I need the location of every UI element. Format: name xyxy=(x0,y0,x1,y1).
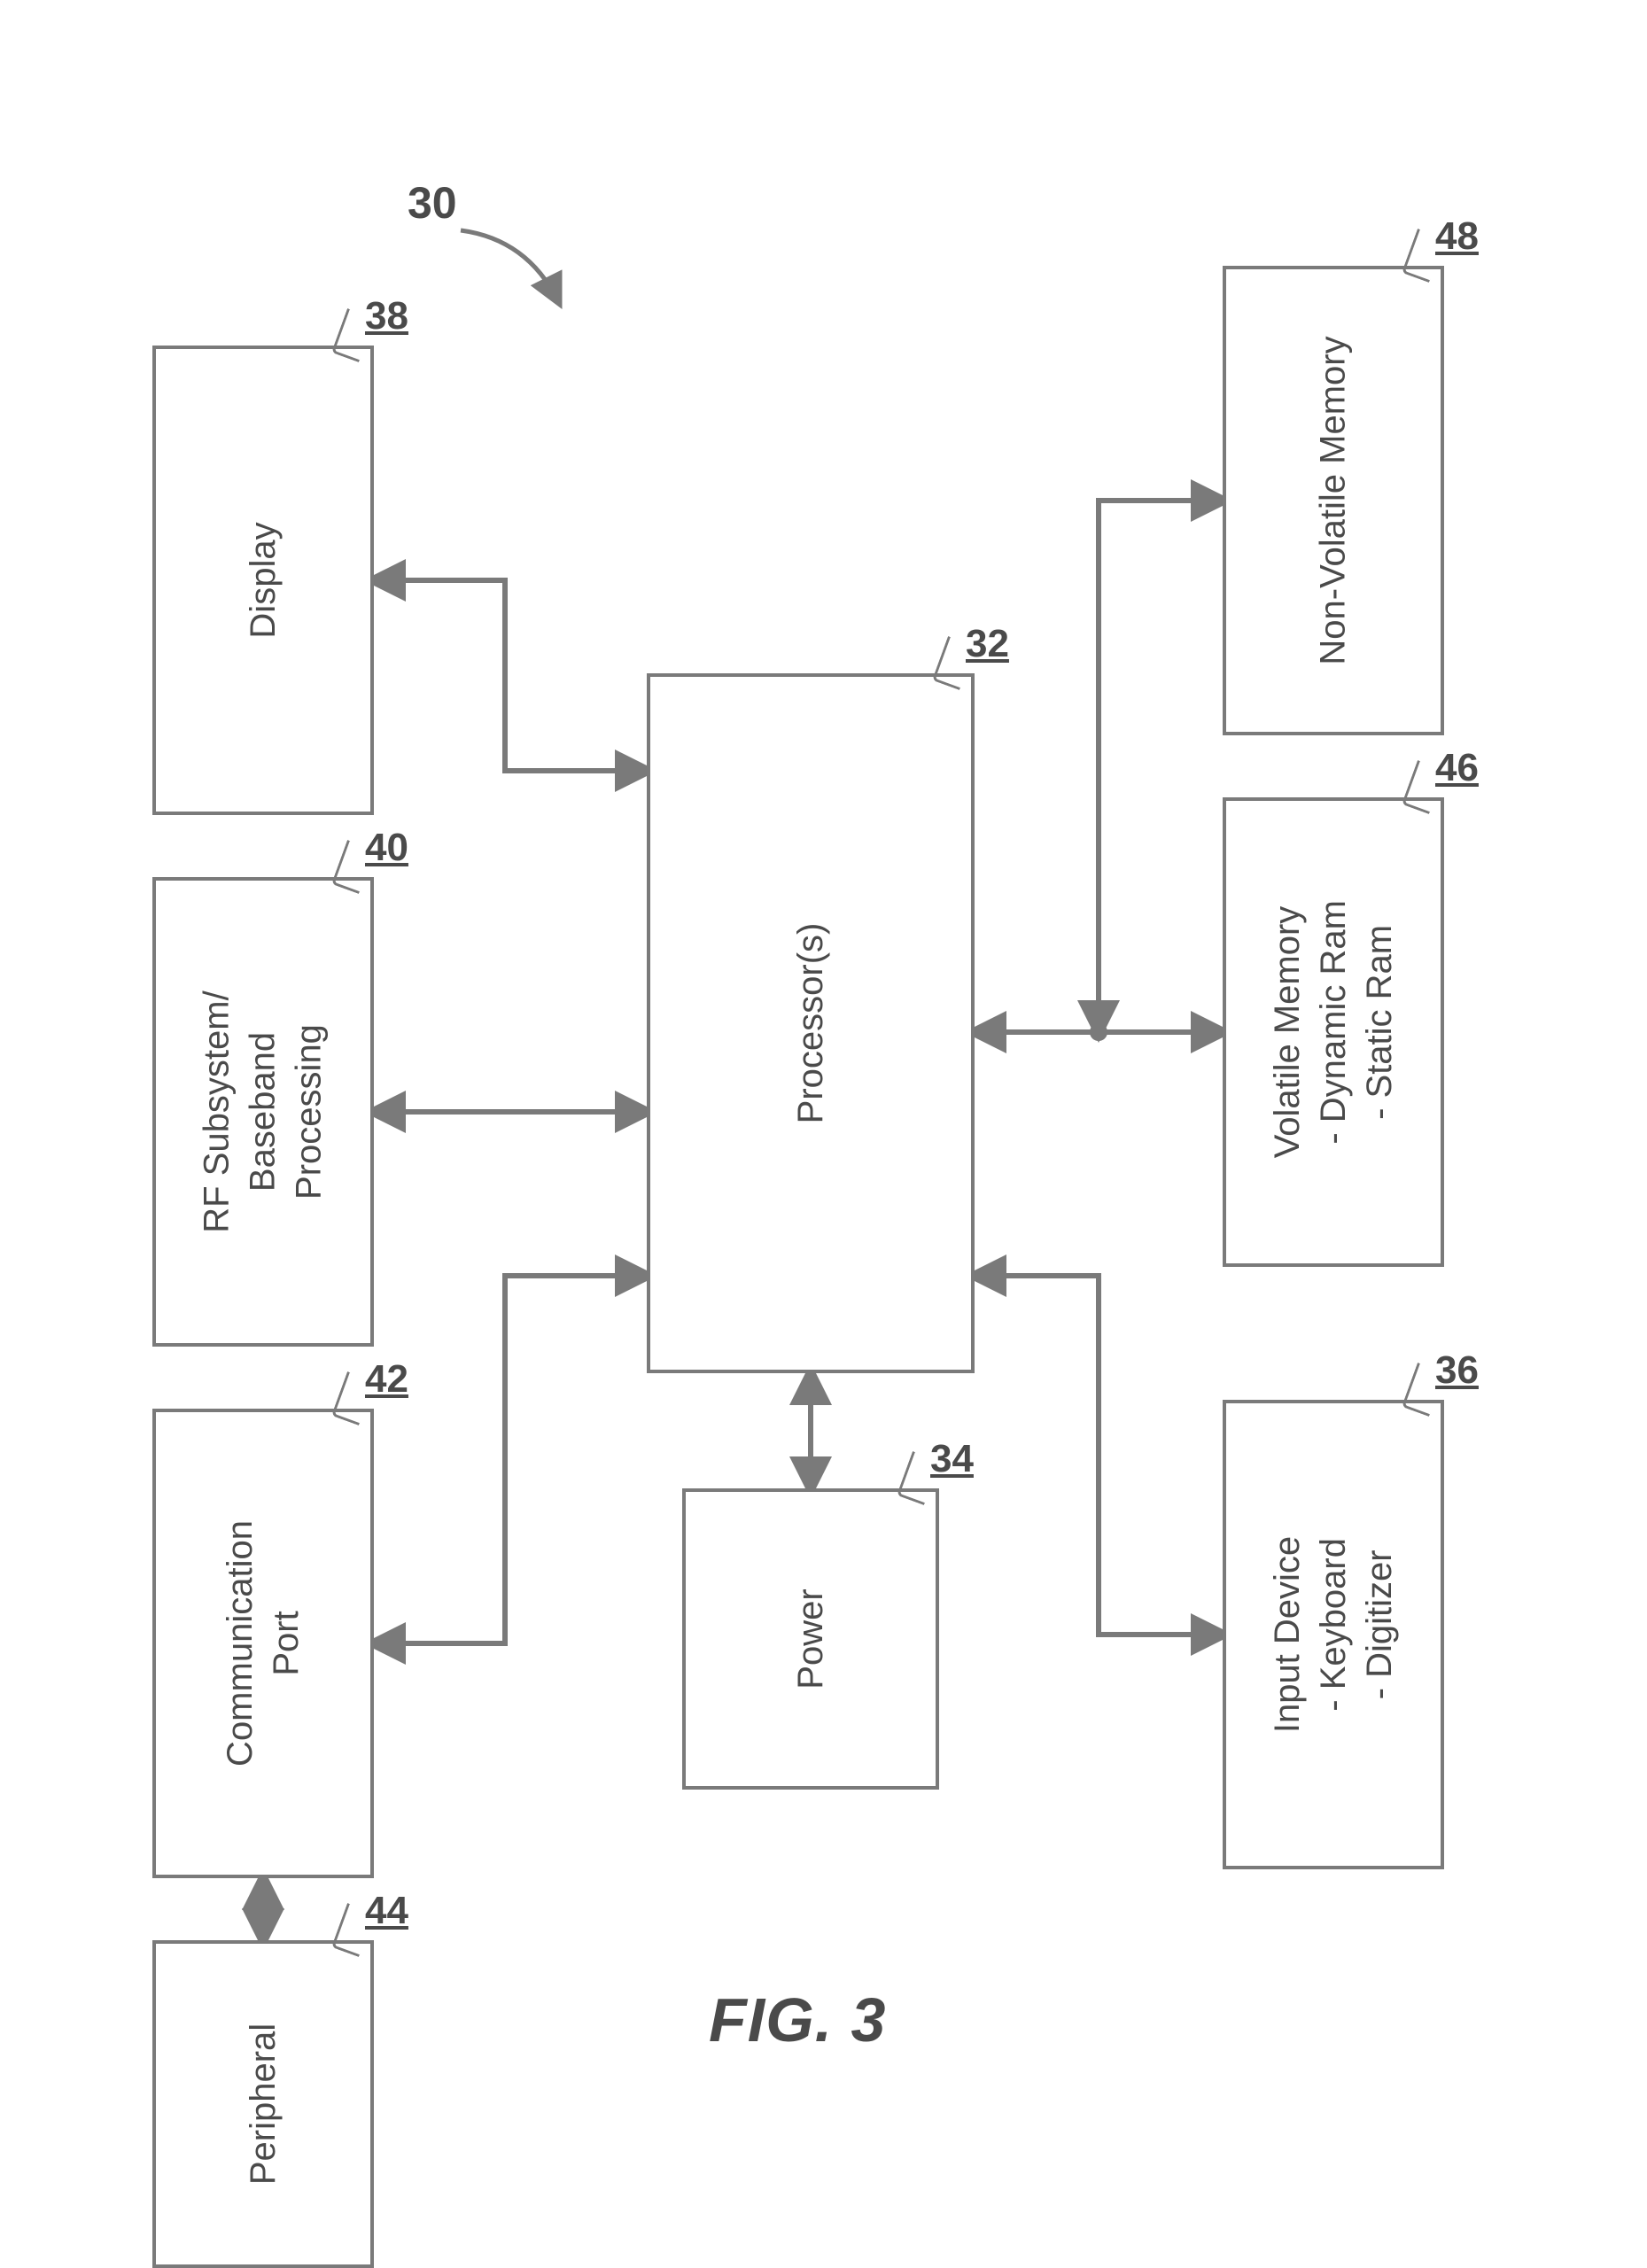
block-label-power: Power xyxy=(788,1523,834,1755)
diagram-canvas: 30 FIG. 3 Display38RF Subsystem/ Baseban… xyxy=(0,0,1647,2188)
block-label-peripheral: Peripheral xyxy=(240,2006,286,2202)
block-label-processor: Processor(s) xyxy=(788,872,834,1175)
block-nvmem: Non-Volatile Memory xyxy=(1223,266,1444,735)
figure-reference-number: 30 xyxy=(408,177,457,229)
block-label-vmem: Volatile Memory - Dynamic Ram - Static R… xyxy=(1264,900,1402,1164)
block-commport: Communication Port xyxy=(152,1409,374,1878)
figure-label: FIG. 3 xyxy=(709,1984,886,2055)
edge-commport-processor xyxy=(374,1276,647,1643)
block-rf: RF Subsystem/ Baseband Processing xyxy=(152,877,374,1347)
edge-processor-input xyxy=(975,1276,1223,1635)
junction-dot xyxy=(1090,1023,1107,1041)
block-vmem: Volatile Memory - Dynamic Ram - Static R… xyxy=(1223,797,1444,1267)
block-label-rf: RF Subsystem/ Baseband Processing xyxy=(194,990,332,1232)
block-processor: Processor(s) xyxy=(647,673,975,1373)
block-label-display: Display xyxy=(240,482,286,679)
block-peripheral: Peripheral xyxy=(152,1940,374,2268)
figure-ref-arrow xyxy=(461,230,558,301)
edge-display-processor xyxy=(374,580,647,771)
block-label-nvmem: Non-Volatile Memory xyxy=(1310,336,1356,664)
block-label-commport: Communication Port xyxy=(217,1520,309,1767)
block-label-input: Input Device - Keyboard - Digitizer xyxy=(1264,1536,1402,1733)
edge-processor-nvmem xyxy=(1099,501,1223,1032)
block-display: Display xyxy=(152,346,374,815)
block-input: Input Device - Keyboard - Digitizer xyxy=(1223,1400,1444,1869)
block-power: Power xyxy=(682,1488,939,1790)
